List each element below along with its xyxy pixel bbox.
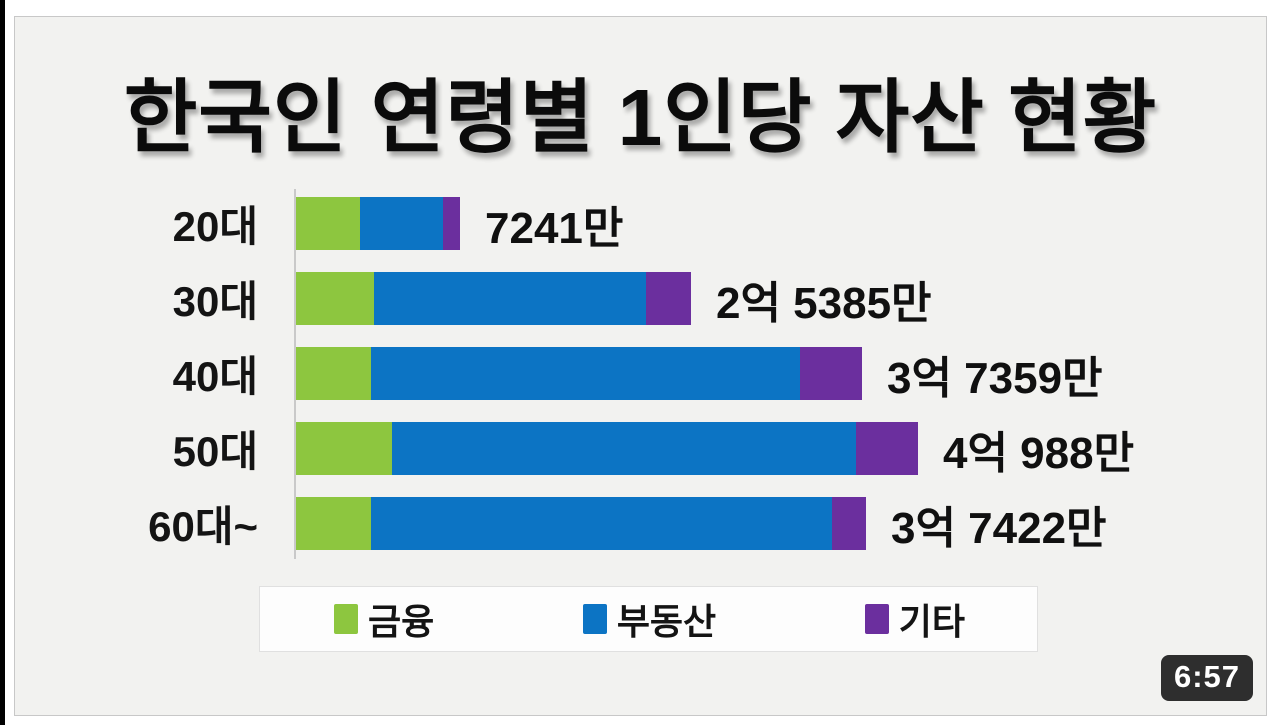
category-label: 50대 [172, 428, 258, 475]
bar-segment-other [832, 497, 866, 550]
stacked-bar [296, 422, 918, 475]
left-edge-bar [0, 0, 5, 725]
stacked-bar [296, 497, 866, 550]
category-label: 20대 [172, 203, 258, 250]
bar-segment-real-estate [360, 197, 443, 250]
bar-segment-finance [296, 347, 371, 400]
legend-label: 부동산 [616, 601, 717, 642]
bar-segment-real-estate [392, 422, 856, 475]
chart-rows: 20대 7241만 30대 2억 5385만 40대 3억 7359만 50대 4억 988만… [15, 186, 1268, 561]
legend-label: 금융 [368, 601, 435, 642]
chart-row: 60대~ 3억 7422만 [15, 486, 1268, 561]
chart-row: 40대 3억 7359만 [15, 336, 1268, 411]
value-label: 7241만 [485, 203, 624, 253]
bar-segment-real-estate [374, 272, 646, 325]
bar-segment-real-estate [371, 347, 800, 400]
bar-segment-finance [296, 197, 360, 250]
value-label: 2억 5385만 [716, 278, 932, 328]
bar-segment-other [646, 272, 691, 325]
value-label: 3억 7359만 [887, 353, 1103, 403]
value-label: 3억 7422만 [891, 503, 1107, 553]
legend-item-finance: 금융 [334, 593, 434, 645]
category-label: 60대~ [148, 503, 258, 550]
legend-swatch-icon [864, 604, 889, 634]
stacked-bar [296, 197, 460, 250]
bar-segment-finance [296, 497, 371, 550]
chart-row: 30대 2억 5385만 [15, 261, 1268, 336]
stacked-bar [296, 272, 691, 325]
bar-segment-finance [296, 422, 392, 475]
stacked-bar [296, 347, 862, 400]
bar-segment-other [856, 422, 918, 475]
chart-row: 20대 7241만 [15, 186, 1268, 261]
bar-segment-real-estate [371, 497, 832, 550]
legend-swatch-icon [334, 604, 358, 634]
bar-segment-finance [296, 272, 374, 325]
chart-title: 한국인 연령별 1인당 자산 현황 [123, 73, 1158, 162]
bar-segment-other [800, 347, 862, 400]
y-axis-line [294, 189, 296, 559]
value-label: 4억 988만 [943, 428, 1135, 478]
legend-swatch-icon [582, 604, 607, 634]
chart-card: 한국인 연령별 1인당 자산 현황 20대 7241만 30대 2억 5385만 40대… [14, 16, 1267, 716]
category-label: 40대 [172, 353, 258, 400]
chart-legend: 금융 부동산 기타 [259, 586, 1038, 652]
legend-item-real-estate: 부동산 [582, 593, 717, 645]
legend-label: 기타 [898, 601, 965, 642]
chart-row: 50대 4억 988만 [15, 411, 1268, 486]
bar-segment-other [443, 197, 460, 250]
timestamp-text: 6:57 [1173, 659, 1240, 694]
video-timestamp-badge: 6:57 [1160, 655, 1253, 701]
legend-item-other: 기타 [864, 593, 965, 645]
category-label: 30대 [172, 278, 258, 325]
